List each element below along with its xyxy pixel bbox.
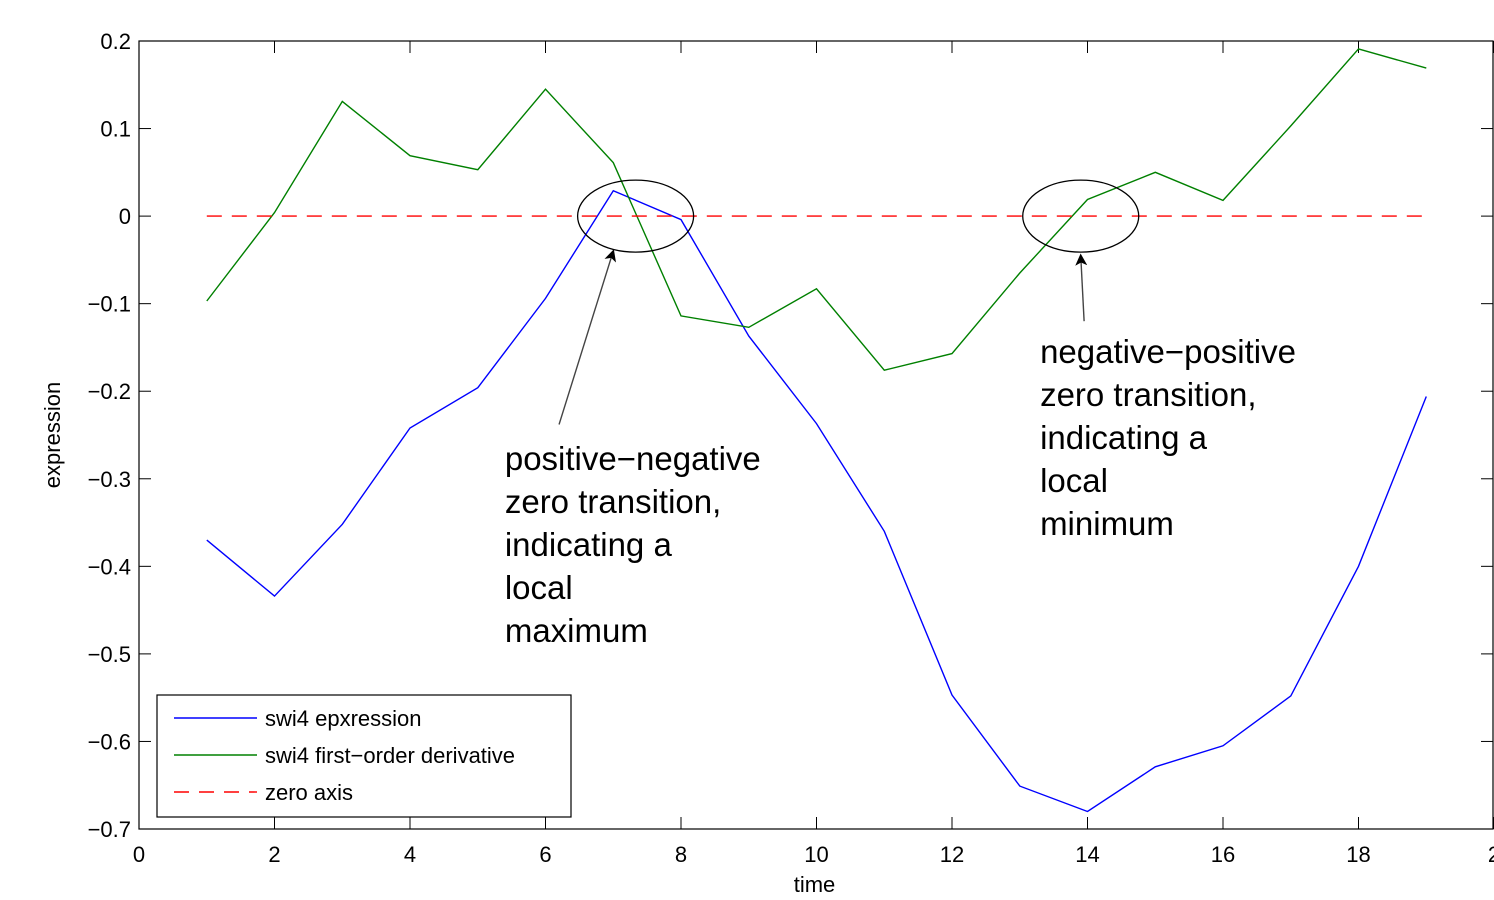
x-tick-label: 18 <box>1346 842 1370 867</box>
annotation-text-line: negative−positive <box>1040 333 1296 370</box>
x-tick-label: 2 <box>268 842 280 867</box>
x-tick-label: 14 <box>1075 842 1099 867</box>
series-layer <box>206 48 1427 813</box>
axis-ticks: 0 2 4 6 8 10 12 14 16 18 2 0.2 0.1 0 −0.1 −0.2 −0.3 −0.4 −… <box>88 29 1494 867</box>
x-tick-label: 6 <box>539 842 551 867</box>
legend: swi4 epxression swi4 first−order derivati… <box>156 694 572 818</box>
series-line-1 <box>206 189 1427 813</box>
annotation-text-line: indicating a <box>1040 419 1208 456</box>
x-tick-label: 0 <box>133 842 145 867</box>
y-tick-label: −0.7 <box>88 817 131 842</box>
annotation-arrow <box>558 249 616 425</box>
x-tick-label: 8 <box>675 842 687 867</box>
annotation-text-line: minimum <box>1040 505 1174 542</box>
annotation-text-line: maximum <box>505 612 648 649</box>
x-tick-label: 2 <box>1488 842 1494 867</box>
y-tick-label: 0.1 <box>100 117 131 142</box>
annotation-ellipse <box>576 179 695 253</box>
annotation-layer: positive−negative zero transition, indicat… <box>505 179 1296 649</box>
x-tick-label: 12 <box>940 842 964 867</box>
x-tick-label: 4 <box>404 842 416 867</box>
annotation-text-line: positive−negative <box>505 440 761 477</box>
x-axis-label: time <box>794 872 836 897</box>
annotation-text-line: local <box>505 569 573 606</box>
legend-label: zero axis <box>265 780 353 805</box>
annotation-text-line: local <box>1040 462 1108 499</box>
annotation-ellipse <box>1022 179 1140 253</box>
annotation-text-line: indicating a <box>505 526 673 563</box>
y-tick-label: 0 <box>119 204 131 229</box>
y-axis-label: expression <box>40 382 65 488</box>
series-line-2 <box>206 48 1427 371</box>
legend-label: swi4 epxression <box>265 706 422 731</box>
y-tick-label: −0.3 <box>88 467 131 492</box>
y-tick-label: −0.2 <box>88 379 131 404</box>
x-tick-label: 16 <box>1211 842 1235 867</box>
legend-label: swi4 first−order derivative <box>265 743 515 768</box>
y-tick-label: −0.5 <box>88 642 131 667</box>
annotation-arrow <box>1075 253 1088 322</box>
y-tick-label: −0.1 <box>88 292 131 317</box>
x-tick-label: 10 <box>804 842 828 867</box>
y-tick-label: −0.4 <box>88 554 131 579</box>
legend-box <box>156 694 572 818</box>
y-tick-label: −0.6 <box>88 729 131 754</box>
annotation-text-line: zero transition, <box>1040 376 1256 413</box>
annotation-text-line: zero transition, <box>505 483 721 520</box>
y-tick-label: 0.2 <box>100 29 131 54</box>
